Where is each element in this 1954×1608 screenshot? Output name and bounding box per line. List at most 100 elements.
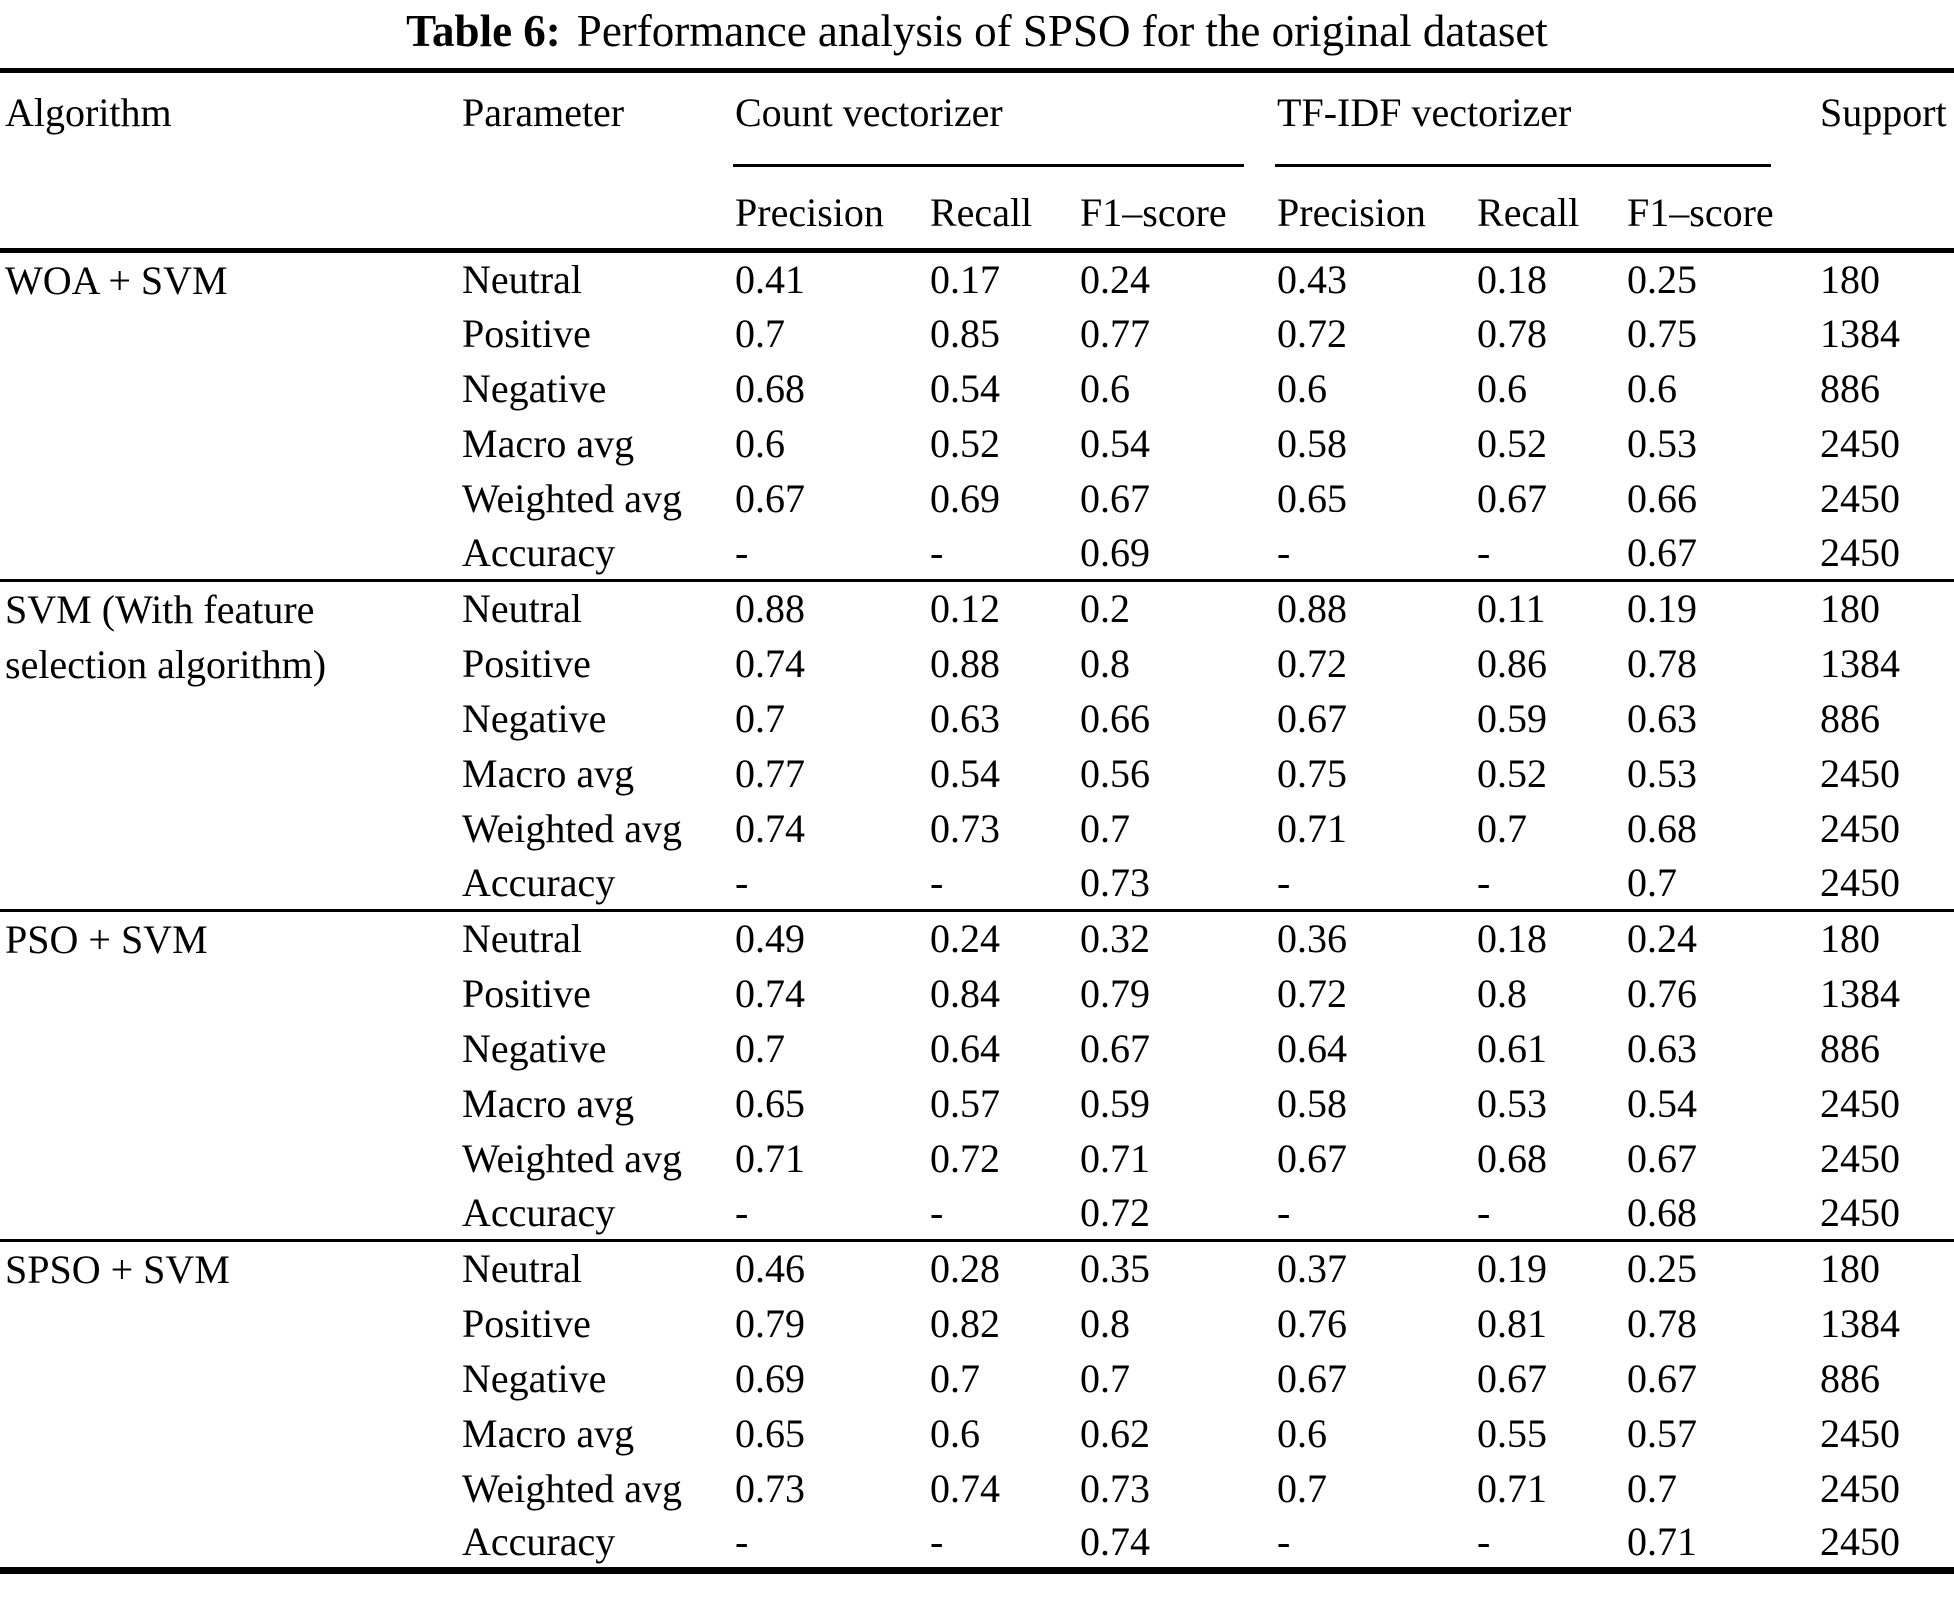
value-cell: 0.74	[735, 970, 805, 1016]
value-cell: 0.53	[1627, 420, 1698, 466]
value-cell: -	[1277, 529, 1291, 575]
value-cell: 0.6	[1080, 365, 1130, 411]
value-cell: 0.66	[1627, 475, 1698, 521]
value-cell: 0.7	[1080, 1355, 1130, 1401]
support-cell: 2450	[1820, 1518, 1901, 1564]
parameter-cell: Neutral	[462, 586, 582, 632]
value-cell: 0.52	[1477, 750, 1548, 796]
table-row: Positive 0.74 0.88 0.8 0.72 0.86 0.78 1384	[0, 636, 1954, 691]
parameter-cell: Positive	[462, 970, 591, 1016]
value-cell: 0.71	[1277, 805, 1348, 851]
algorithm-cell: SPSO + SVM	[0, 1241, 457, 1571]
value-cell: 0.7	[1477, 805, 1528, 851]
value-cell: -	[735, 1189, 749, 1235]
parameter-cell: Negative	[462, 1025, 607, 1071]
value-cell: 0.7	[735, 310, 785, 356]
value-cell: 0.74	[735, 805, 805, 851]
value-cell: 0.68	[735, 365, 805, 411]
value-cell: 0.35	[1080, 1246, 1150, 1292]
value-cell: 0.71	[1080, 1135, 1150, 1181]
value-cell: 0.68	[1627, 1189, 1698, 1235]
value-cell: -	[1477, 859, 1491, 905]
value-cell: 0.7	[735, 1025, 785, 1071]
table-row: PSO + SVM Neutral 0.49 0.24 0.32 0.36 0.18 0.2…	[0, 911, 1954, 966]
value-cell: 0.6	[1477, 365, 1528, 411]
table-row: Macro avg 0.65 0.57 0.59 0.58 0.53 0.54 2450	[0, 1076, 1954, 1131]
value-cell: 0.81	[1477, 1300, 1548, 1346]
value-cell: 0.86	[1477, 640, 1548, 686]
value-cell: -	[1277, 1518, 1291, 1564]
group-header-count-vectorizer: Count vectorizer	[730, 71, 1272, 167]
value-cell: 0.73	[930, 805, 1000, 851]
value-cell: 0.64	[930, 1025, 1000, 1071]
parameter-cell: Weighted avg	[462, 805, 683, 851]
block-svm-feature-selection: SVM (With feature selection algorithm) N…	[0, 580, 1954, 911]
support-cell: 2450	[1820, 1410, 1901, 1456]
value-cell: 0.67	[1627, 529, 1698, 575]
table-row: Macro avg 0.77 0.54 0.56 0.75 0.52 0.53 2450	[0, 746, 1954, 801]
table-row: Negative 0.69 0.7 0.7 0.67 0.67 0.67 886	[0, 1351, 1954, 1406]
value-cell: 0.19	[1477, 1246, 1548, 1292]
value-cell: 0.77	[1080, 310, 1150, 356]
value-cell: 0.6	[1277, 365, 1328, 411]
table-row: Negative 0.7 0.64 0.67 0.64 0.61 0.63 886	[0, 1021, 1954, 1076]
value-cell: 0.63	[1627, 695, 1698, 741]
support-cell: 180	[1820, 1246, 1881, 1292]
value-cell: -	[930, 1189, 944, 1235]
table-row: WOA + SVM Neutral 0.41 0.17 0.24 0.43 0.18 0.2…	[0, 251, 1954, 306]
value-cell: 0.57	[930, 1080, 1000, 1126]
algorithm-name-line: WOA + SVM	[5, 258, 228, 303]
header-row-metrics: Precision Recall F1–score Precision Reca…	[0, 167, 1954, 251]
support-cell: 1384	[1820, 970, 1901, 1016]
value-cell: 0.8	[1080, 640, 1130, 686]
value-cell: -	[930, 859, 944, 905]
value-cell: 0.67	[1477, 475, 1548, 521]
table-row: Negative 0.7 0.63 0.66 0.67 0.59 0.63 886	[0, 691, 1954, 746]
value-cell: 0.69	[930, 475, 1000, 521]
value-cell: 0.62	[1080, 1410, 1150, 1456]
support-cell: 1384	[1820, 310, 1901, 356]
value-cell: 0.63	[930, 695, 1000, 741]
support-cell: 1384	[1820, 1300, 1901, 1346]
value-cell: 0.72	[1277, 640, 1348, 686]
support-cell: 2450	[1820, 805, 1901, 851]
value-cell: 0.28	[930, 1246, 1000, 1292]
support-cell: 180	[1820, 256, 1881, 302]
value-cell: 0.69	[1080, 529, 1150, 575]
col-header-algorithm: Algorithm	[5, 90, 172, 135]
value-cell: 0.57	[1627, 1410, 1698, 1456]
value-cell: 0.88	[1277, 586, 1348, 632]
value-cell: 0.82	[930, 1300, 1000, 1346]
parameter-cell: Positive	[462, 1300, 591, 1346]
value-cell: 0.67	[1277, 1355, 1348, 1401]
value-cell: 0.67	[1080, 475, 1150, 521]
value-cell: 0.79	[1080, 970, 1150, 1016]
value-cell: 0.66	[1080, 695, 1150, 741]
value-cell: 0.54	[1080, 420, 1150, 466]
value-cell: 0.7	[735, 695, 785, 741]
table-row: Positive 0.7 0.85 0.77 0.72 0.78 0.75 1384	[0, 306, 1954, 361]
support-cell: 180	[1820, 916, 1881, 962]
support-cell: 2450	[1820, 529, 1901, 575]
table-row: Macro avg 0.6 0.52 0.54 0.58 0.52 0.53 2450	[0, 416, 1954, 471]
value-cell: 0.11	[1477, 586, 1546, 632]
value-cell: 0.73	[1080, 1465, 1150, 1511]
support-cell: 886	[1820, 695, 1881, 741]
subheader-tfidf-f1score: F1–score	[1627, 190, 1774, 235]
block-woa-svm: WOA + SVM Neutral 0.41 0.17 0.24 0.43 0.18 0.2…	[0, 250, 1954, 581]
value-cell: 0.43	[1277, 256, 1348, 302]
support-cell: 2450	[1820, 1189, 1901, 1235]
value-cell: 0.53	[1627, 750, 1698, 796]
value-cell: 0.65	[1277, 475, 1348, 521]
value-cell: 0.74	[735, 640, 805, 686]
value-cell: 0.7	[1277, 1465, 1328, 1511]
support-cell: 2450	[1820, 1465, 1901, 1511]
support-cell: 2450	[1820, 475, 1901, 521]
table-row: Accuracy - - 0.72 - - 0.68 2450	[0, 1186, 1954, 1241]
value-cell: 0.74	[1080, 1518, 1150, 1564]
table-row: Weighted avg 0.71 0.72 0.71 0.67 0.68 0.67 2450	[0, 1131, 1954, 1186]
value-cell: 0.67	[1627, 1135, 1698, 1181]
value-cell: 0.7	[1080, 805, 1130, 851]
value-cell: 0.61	[1477, 1025, 1548, 1071]
support-cell: 886	[1820, 1355, 1881, 1401]
